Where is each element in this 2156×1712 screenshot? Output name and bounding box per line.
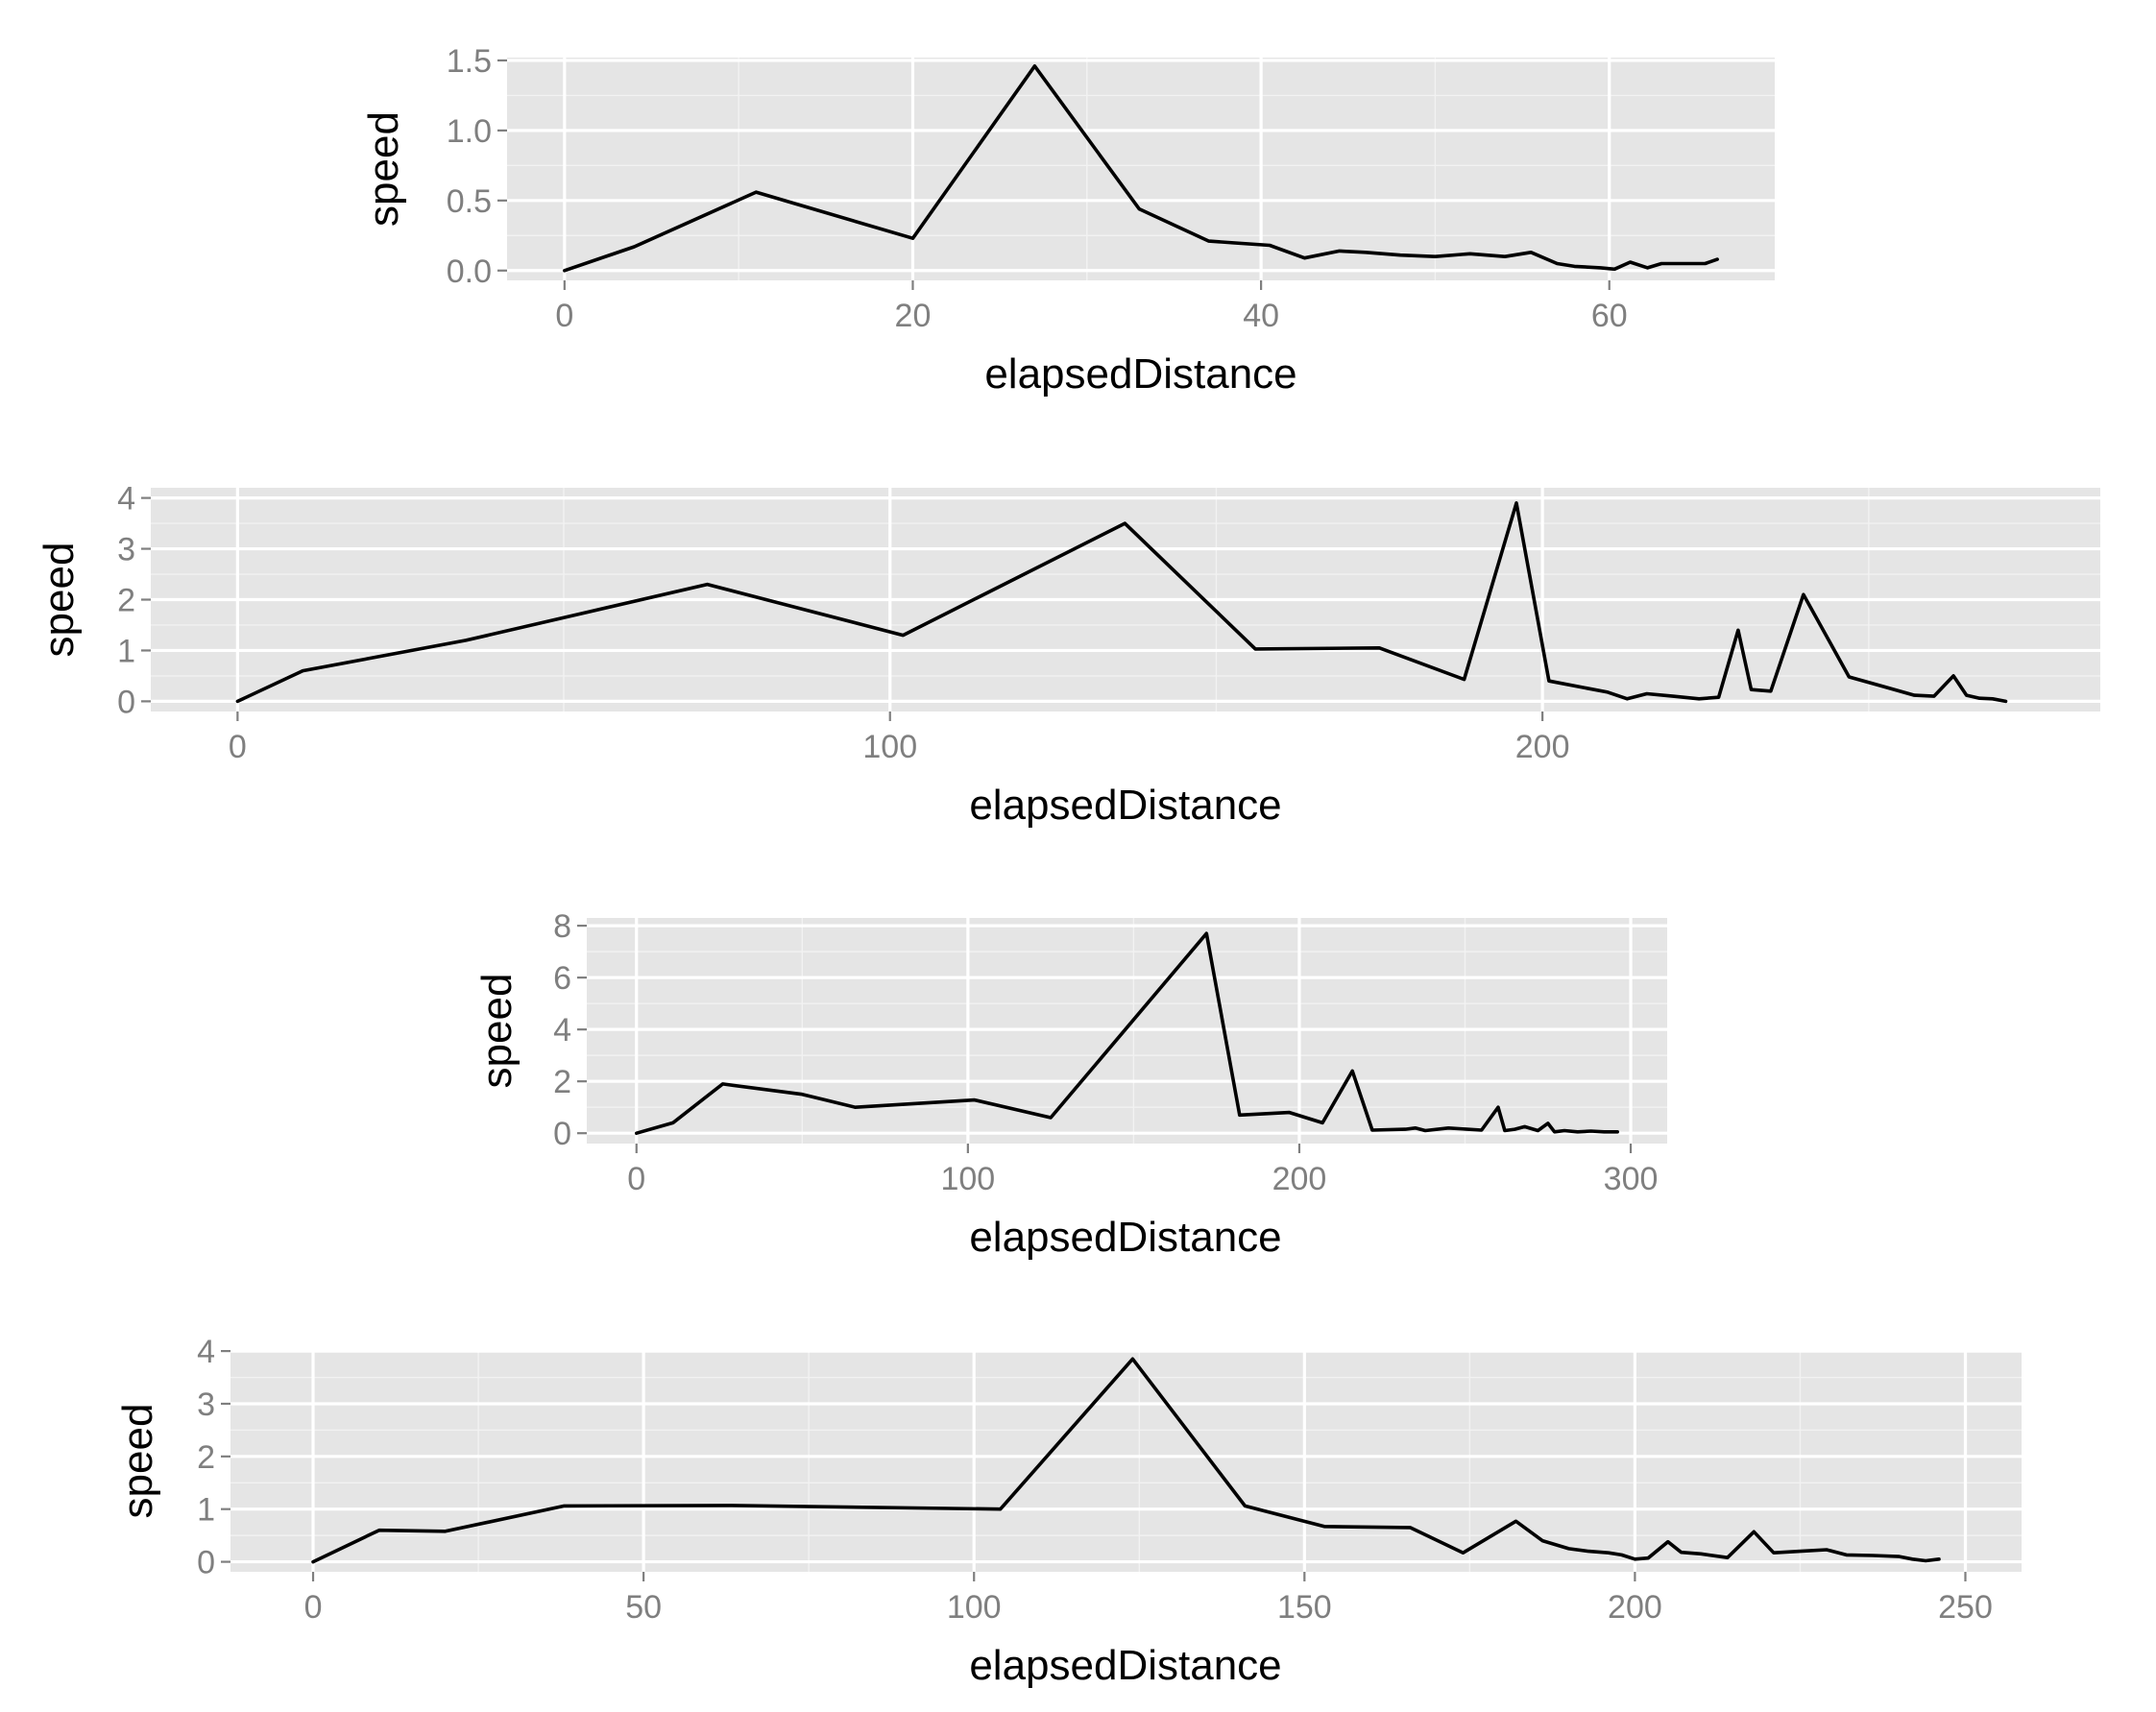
- x-tick-label: 0: [304, 1589, 323, 1626]
- y-axis-title: speed: [114, 1404, 161, 1519]
- y-tick-label: 2: [117, 583, 135, 619]
- y-tick-label: 3: [117, 532, 135, 568]
- x-axis-title: elapsedDistance: [969, 1214, 1281, 1261]
- plot-background: [507, 58, 1775, 280]
- y-tick-label: 1.0: [447, 113, 492, 150]
- speed-series-line: [634, 931, 1619, 1135]
- y-axis-title: speed: [36, 543, 83, 658]
- x-tick-label: 200: [1272, 1161, 1327, 1197]
- chart-panel-4: 0 50 100 150 200 250 0 1 2 3 4 elapsedDistance speed: [114, 1334, 2022, 1689]
- x-tick-label: 250: [1938, 1589, 1993, 1626]
- x-axis-title: elapsedDistance: [984, 350, 1296, 398]
- x-tick-label: 300: [1604, 1161, 1659, 1197]
- x-tick-label: 0: [229, 729, 247, 765]
- y-tick-label: 6: [553, 960, 571, 997]
- chart-panel-1: 0 20 40 60 0.0 0.5 1.0 1.5 elapsedDistance speed: [360, 43, 1775, 398]
- x-tick-label: 100: [862, 729, 917, 765]
- plot-background: [230, 1350, 2022, 1572]
- x-axis-title: elapsedDistance: [969, 1642, 1281, 1689]
- y-tick-label: 4: [553, 1012, 571, 1049]
- y-tick-label: 1: [197, 1492, 215, 1529]
- y-axis-title: speed: [360, 111, 407, 227]
- x-tick-label: 0: [627, 1161, 645, 1197]
- y-tick-label: 2: [553, 1064, 571, 1100]
- y-tick-label: 0: [197, 1545, 215, 1581]
- x-tick-label: 100: [940, 1161, 995, 1197]
- y-tick-label: 0.5: [447, 183, 492, 220]
- speed-series-line: [311, 1357, 1941, 1564]
- x-tick-label: 20: [895, 298, 932, 334]
- y-tick-label: 0.0: [447, 253, 492, 290]
- chart-panel-2: 0 100 200 0 1 2 3 4 elapsedDistance speed: [36, 481, 2100, 829]
- y-axis-title: speed: [473, 974, 521, 1089]
- x-tick-label: 150: [1277, 1589, 1332, 1626]
- x-tick-label: 200: [1608, 1589, 1662, 1626]
- x-tick-label: 40: [1243, 298, 1279, 334]
- y-tick-label: 4: [197, 1334, 215, 1370]
- x-tick-label: 200: [1515, 729, 1570, 765]
- y-tick-label: 0: [553, 1116, 571, 1152]
- x-tick-label: 50: [625, 1589, 662, 1626]
- x-axis-title: elapsedDistance: [969, 782, 1281, 829]
- y-tick-label: 1.5: [447, 43, 492, 80]
- y-tick-label: 2: [197, 1439, 215, 1476]
- chart-panel-3: 0 100 200 300 0 2 4 6 8 elapsedDistance speed: [473, 908, 1667, 1261]
- y-tick-label: 1: [117, 633, 135, 669]
- y-tick-label: 4: [117, 481, 135, 518]
- x-tick-label: 100: [947, 1589, 1002, 1626]
- y-tick-label: 8: [553, 908, 571, 945]
- x-tick-label: 60: [1591, 298, 1628, 334]
- speed-series-line: [235, 501, 2008, 704]
- x-tick-label: 0: [555, 298, 573, 334]
- speed-series-line: [562, 64, 1719, 273]
- y-tick-label: 0: [117, 684, 135, 720]
- y-tick-label: 3: [197, 1386, 215, 1423]
